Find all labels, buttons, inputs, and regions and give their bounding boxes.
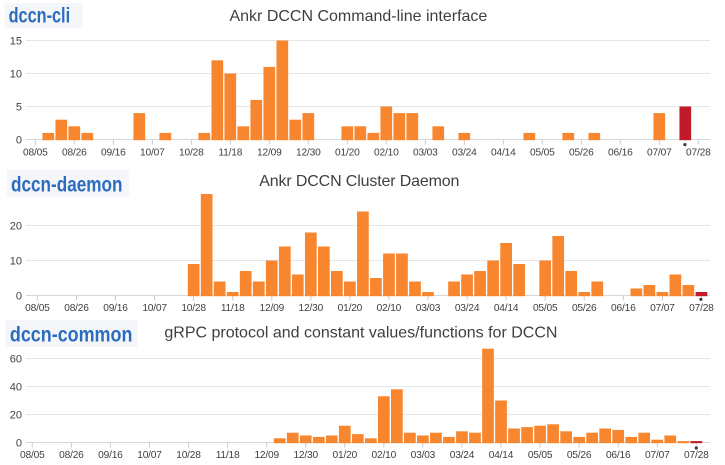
svg-text:gRPC protocol and constant val: gRPC protocol and constant values/functi… — [164, 325, 557, 342]
svg-text:0: 0 — [16, 437, 22, 449]
svg-text:07/28: 07/28 — [686, 147, 711, 158]
svg-text:11/18: 11/18 — [216, 450, 240, 461]
svg-text:10/07: 10/07 — [137, 450, 162, 461]
svg-text:05/26: 05/26 — [572, 303, 597, 314]
svg-text:05/05: 05/05 — [530, 147, 555, 158]
svg-text:20: 20 — [10, 220, 22, 232]
svg-text:08/26: 08/26 — [59, 450, 84, 461]
svg-text:10/07: 10/07 — [142, 303, 167, 314]
svg-text:60: 60 — [10, 353, 22, 365]
svg-text:08/05: 08/05 — [23, 147, 48, 158]
svg-text:09/16: 09/16 — [103, 303, 128, 314]
svg-text:12/30: 12/30 — [293, 450, 318, 461]
svg-text:03/24: 03/24 — [452, 147, 477, 158]
svg-text:12/09: 12/09 — [254, 450, 279, 461]
svg-text:dccn-cli: dccn-cli — [9, 5, 71, 28]
svg-text:10/07: 10/07 — [140, 147, 165, 158]
svg-text:5: 5 — [16, 101, 22, 113]
svg-text:06/16: 06/16 — [608, 147, 633, 158]
svg-text:02/10: 02/10 — [377, 303, 402, 314]
svg-text:07/07: 07/07 — [645, 450, 670, 461]
svg-text:12/30: 12/30 — [296, 147, 321, 158]
svg-text:01/20: 01/20 — [333, 450, 358, 461]
svg-text:10: 10 — [10, 255, 22, 267]
svg-text:07/28: 07/28 — [684, 450, 709, 461]
svg-text:03/03: 03/03 — [413, 147, 438, 158]
svg-text:03/03: 03/03 — [411, 450, 436, 461]
svg-text:06/16: 06/16 — [611, 303, 636, 314]
svg-text:10: 10 — [10, 68, 22, 80]
svg-text:0: 0 — [16, 290, 22, 302]
svg-text:20: 20 — [10, 409, 22, 421]
svg-text:10/28: 10/28 — [179, 147, 204, 158]
svg-text:11/18: 11/18 — [221, 303, 245, 314]
svg-text:dccn-daemon: dccn-daemon — [11, 174, 123, 197]
svg-text:12/09: 12/09 — [260, 303, 285, 314]
svg-text:08/26: 08/26 — [62, 147, 87, 158]
svg-text:05/26: 05/26 — [567, 450, 592, 461]
svg-text:07/07: 07/07 — [647, 147, 672, 158]
svg-text:07/28: 07/28 — [689, 303, 714, 314]
svg-text:10/28: 10/28 — [181, 303, 206, 314]
svg-text:03/24: 03/24 — [455, 303, 480, 314]
svg-text:03/24: 03/24 — [450, 450, 475, 461]
svg-text:15: 15 — [10, 35, 22, 47]
svg-text:05/05: 05/05 — [533, 303, 558, 314]
svg-text:02/10: 02/10 — [372, 450, 397, 461]
svg-text:04/14: 04/14 — [489, 450, 514, 461]
svg-text:10/28: 10/28 — [176, 450, 201, 461]
svg-text:08/05: 08/05 — [25, 303, 50, 314]
svg-text:11/18: 11/18 — [218, 147, 242, 158]
svg-text:12/30: 12/30 — [299, 303, 324, 314]
svg-text:05/05: 05/05 — [528, 450, 553, 461]
svg-text:05/26: 05/26 — [569, 147, 594, 158]
svg-text:01/20: 01/20 — [335, 147, 360, 158]
svg-text:12/09: 12/09 — [257, 147, 282, 158]
svg-text:0: 0 — [16, 134, 22, 146]
svg-text:Ankr DCCN Command-line interfa: Ankr DCCN Command-line interface — [229, 8, 487, 25]
svg-text:06/16: 06/16 — [606, 450, 631, 461]
svg-text:08/26: 08/26 — [64, 303, 89, 314]
svg-text:dccn-common: dccn-common — [10, 323, 132, 346]
svg-text:Ankr DCCN Cluster Daemon: Ankr DCCN Cluster Daemon — [259, 173, 459, 190]
svg-text:04/14: 04/14 — [494, 303, 519, 314]
svg-text:04/14: 04/14 — [491, 147, 516, 158]
svg-text:08/05: 08/05 — [20, 450, 45, 461]
svg-text:07/07: 07/07 — [650, 303, 675, 314]
svg-text:03/03: 03/03 — [416, 303, 441, 314]
svg-text:09/16: 09/16 — [101, 147, 126, 158]
svg-text:01/20: 01/20 — [338, 303, 363, 314]
svg-text:40: 40 — [10, 381, 22, 393]
svg-text:02/10: 02/10 — [374, 147, 399, 158]
svg-text:09/16: 09/16 — [98, 450, 123, 461]
